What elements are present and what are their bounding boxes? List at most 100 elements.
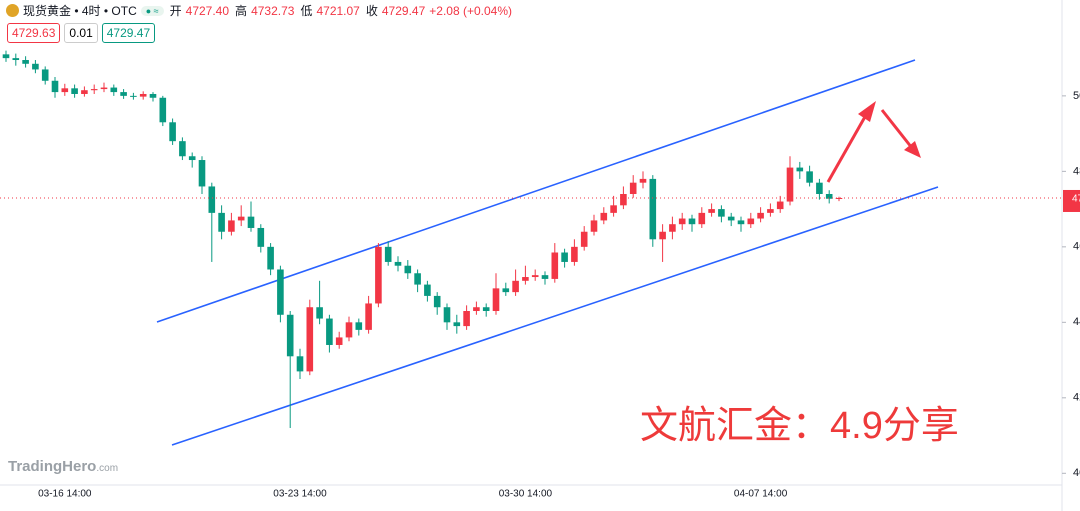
candle-body (404, 265, 412, 274)
candle-body (179, 141, 186, 157)
candle-body (727, 216, 735, 221)
candle-body (669, 224, 676, 232)
brand: TradingHero (8, 458, 97, 475)
candle-body (512, 280, 519, 293)
y-tick-label: 4200 (1073, 392, 1080, 404)
watermark: TradingHero.com (8, 458, 118, 475)
candle-body (698, 212, 706, 225)
status-pill[interactable]: ● ≈ (140, 5, 164, 16)
candle-body (345, 322, 353, 338)
candle-body (384, 246, 392, 262)
ohlc-value: 4721.07 (316, 3, 360, 18)
y-tick-label: 4400 (1073, 316, 1080, 328)
candle-body (835, 197, 843, 199)
candle-body (247, 216, 255, 228)
candle-body (659, 231, 666, 240)
x-tick-label: 03-23 14:00 (273, 489, 327, 500)
candle-body (620, 194, 627, 206)
x-tick-label: 03-16 14:00 (38, 489, 92, 500)
candle-body (688, 218, 696, 225)
channel-lower (171, 186, 939, 446)
candle-body (61, 88, 69, 93)
ohlc-value: 4732.73 (251, 3, 295, 18)
symbol-title: 现货黄金 • 4时 • OTC (23, 4, 137, 18)
candle-body (825, 194, 833, 199)
candle-body (286, 314, 294, 357)
forecast-arrows (826, 101, 921, 183)
ohlc-label: 收 (365, 4, 378, 18)
x-tick-label: 04-07 14:00 (734, 489, 788, 500)
candle-body (473, 307, 480, 312)
candle-body (90, 89, 98, 91)
candle-body (522, 277, 529, 281)
candle-body (257, 227, 265, 247)
candle-body (737, 220, 745, 225)
candle-body (41, 69, 49, 81)
candle-body (296, 356, 304, 372)
candle-body (355, 322, 363, 330)
y-tick-label: 5000 (1073, 90, 1080, 102)
ohlc-label: 低 (300, 4, 313, 18)
candle-body (806, 171, 813, 183)
sell-price[interactable]: 4729.63 (7, 23, 61, 43)
candle-body (580, 231, 588, 247)
symbol-icon (6, 4, 19, 17)
candle-body (433, 295, 441, 308)
candle-body (708, 209, 715, 213)
candle-body (443, 307, 451, 323)
candle-body (816, 182, 823, 194)
candle-body (786, 167, 794, 202)
candle-body (237, 216, 245, 221)
candle-body (482, 307, 490, 312)
candle-body (767, 209, 774, 213)
candle-body (100, 87, 108, 90)
candle-body (306, 307, 314, 372)
candle-body (267, 246, 274, 270)
candle-body (169, 122, 176, 142)
candle-body (394, 261, 402, 266)
candle-body (51, 80, 59, 93)
candle-body (414, 273, 421, 285)
candle-body (571, 246, 578, 262)
candle-body (453, 322, 461, 327)
candle-body (2, 54, 10, 59)
candle-body (71, 88, 78, 94)
candle-body (81, 90, 88, 94)
candle-body (32, 63, 39, 70)
candle-body (424, 284, 431, 296)
buy-price[interactable]: 4729.47 (101, 23, 156, 43)
candle-body (531, 275, 539, 278)
candle-body (463, 311, 470, 327)
candle-body (757, 212, 764, 219)
candle-body (747, 218, 755, 225)
last-price-tag (1063, 189, 1080, 212)
change: +2.08 (+0.04%) (429, 3, 512, 18)
candle-body (600, 212, 608, 221)
candle-body (22, 60, 29, 64)
candle-body (198, 160, 206, 187)
candle-body (590, 220, 598, 232)
candle-body (218, 212, 225, 232)
y-tick-label: 4800 (1073, 165, 1080, 177)
ohlc-value: 4727.40 (185, 3, 230, 18)
candle-body (541, 275, 549, 279)
candle-body (492, 288, 500, 312)
candle-body (502, 288, 510, 293)
ohlc-label: 高 (235, 4, 248, 18)
candle-body (188, 156, 196, 161)
candle-body (796, 167, 804, 172)
candle-body (149, 93, 157, 98)
candle-body (228, 220, 235, 232)
y-tick-label: 4000 (1073, 467, 1080, 479)
last-price-label: 4729.47 (1072, 194, 1080, 205)
annotation: 文航汇金：4.9分享 (640, 405, 959, 447)
candle-body (551, 252, 559, 279)
candle-body (639, 178, 647, 183)
candle-body (110, 87, 118, 93)
candle-body (326, 318, 333, 345)
candle-body (629, 182, 637, 194)
x-tick-label: 03-30 14:00 (499, 489, 553, 500)
ohlc-label: 开 (169, 4, 182, 18)
candle-body (610, 205, 617, 213)
